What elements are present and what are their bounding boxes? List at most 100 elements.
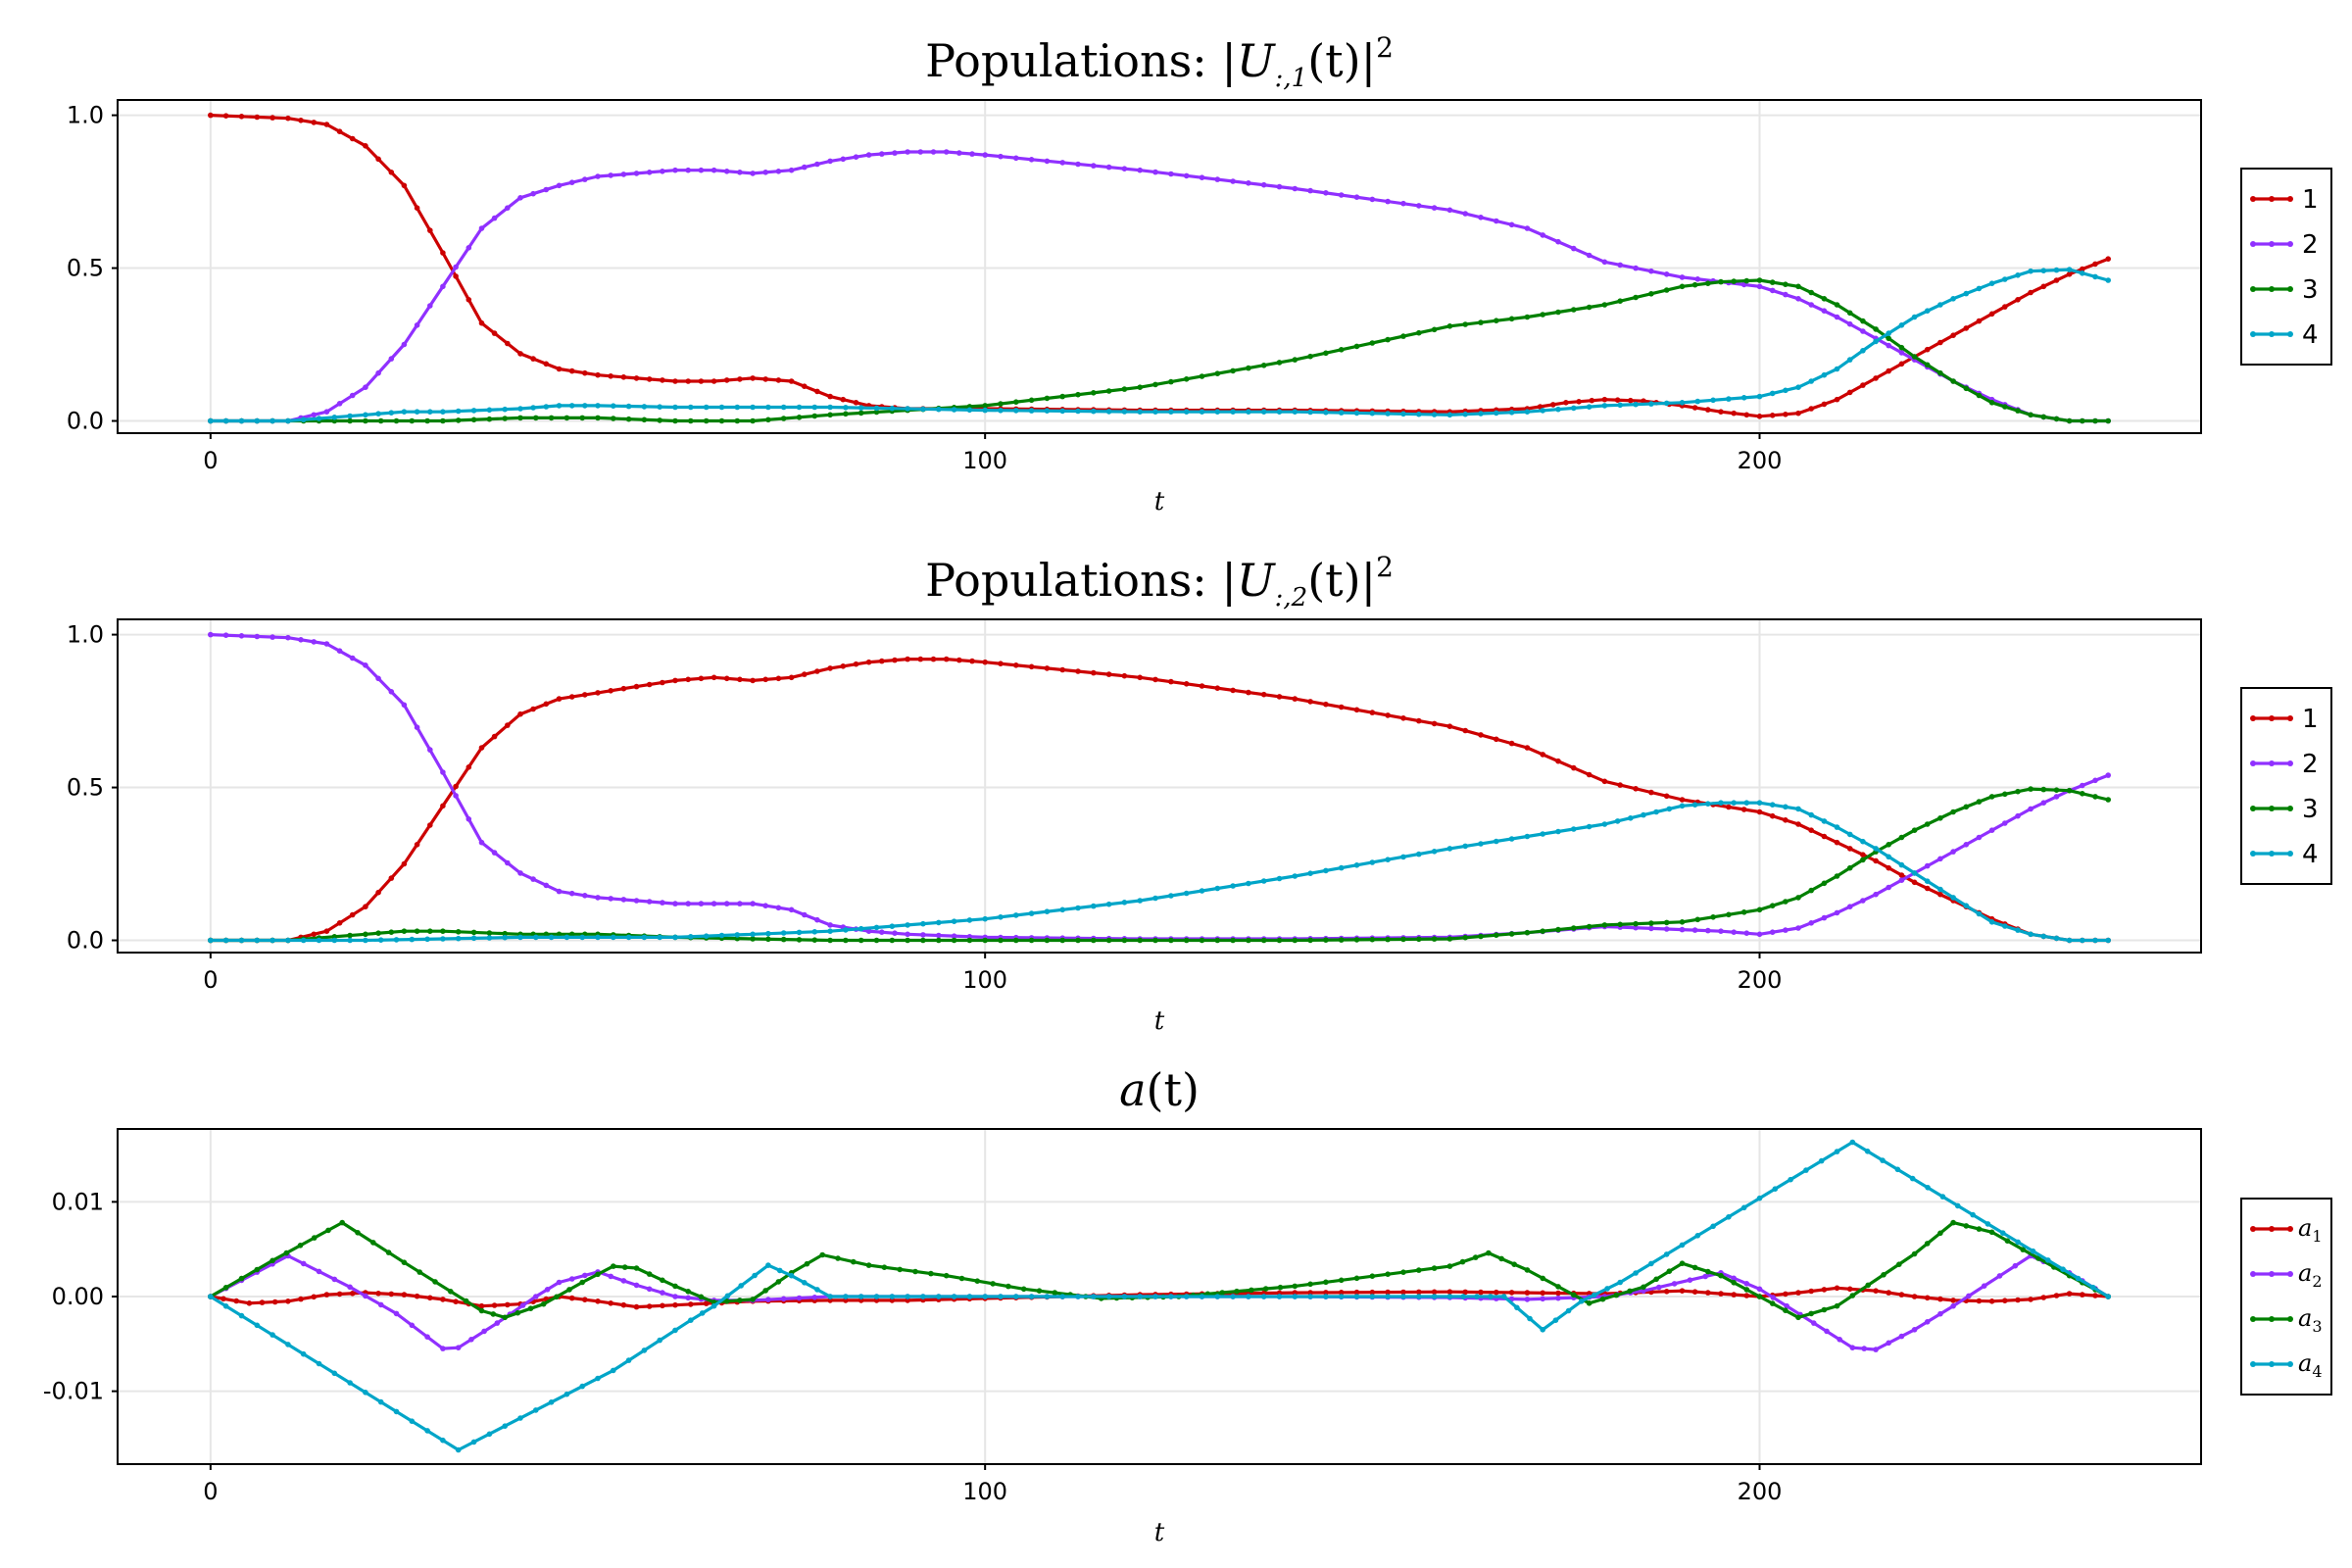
- data-point: [951, 407, 957, 413]
- data-point: [517, 195, 523, 201]
- data-point: [388, 875, 395, 881]
- data-point: [1846, 389, 1853, 396]
- data-point: [455, 417, 462, 423]
- legend-marker: [2287, 1361, 2293, 1367]
- data-point: [858, 405, 864, 411]
- data-point: [1511, 1261, 1517, 1267]
- data-point: [1648, 401, 1654, 407]
- data-point: [1687, 1277, 1693, 1283]
- data-point: [1168, 378, 1174, 385]
- data-point: [568, 1295, 575, 1301]
- data-point: [1044, 395, 1051, 402]
- data-point: [414, 409, 420, 416]
- data-point: [1478, 215, 1484, 220]
- data-point: [788, 674, 795, 681]
- data-point: [1950, 1302, 1956, 1309]
- data-point: [1369, 340, 1376, 346]
- y-tick-label: 0.00: [52, 1283, 104, 1310]
- data-point: [401, 182, 408, 189]
- data-point: [1488, 1294, 1494, 1299]
- data-point: [750, 404, 756, 411]
- data-point: [1743, 1281, 1750, 1287]
- data-point: [1743, 1293, 1750, 1298]
- data-point: [1416, 936, 1422, 943]
- data-point: [222, 937, 229, 944]
- data-point: [1307, 409, 1313, 416]
- data-point: [1028, 937, 1035, 944]
- data-point: [1292, 937, 1298, 944]
- legend-marker: [2287, 331, 2293, 337]
- x-axis-label: t: [1154, 487, 1165, 516]
- data-point: [270, 115, 275, 121]
- data-point: [1937, 891, 1943, 898]
- data-point: [1731, 410, 1737, 416]
- data-point: [1924, 885, 1931, 892]
- data-point: [424, 1334, 430, 1340]
- data-point: [998, 661, 1004, 666]
- data-point: [827, 922, 833, 928]
- data-point: [958, 1275, 965, 1282]
- data-point: [222, 1303, 229, 1309]
- data-point: [1950, 808, 1956, 815]
- series-line-2: [210, 150, 2109, 423]
- data-point: [1837, 1337, 1842, 1343]
- data-point: [1369, 1289, 1376, 1296]
- data-point: [1044, 665, 1051, 671]
- data-point: [776, 1267, 783, 1274]
- data-point: [1214, 937, 1221, 944]
- data-point: [2090, 1284, 2096, 1291]
- data-point: [2028, 786, 2034, 792]
- data-point: [440, 928, 446, 934]
- data-point: [416, 1269, 423, 1275]
- data-point: [1307, 937, 1313, 944]
- data-point: [1183, 890, 1190, 897]
- data-point: [347, 1380, 353, 1386]
- data-point: [1988, 1298, 1995, 1304]
- data-point: [858, 925, 864, 932]
- data-point: [858, 1294, 864, 1299]
- legend-marker: [2287, 806, 2293, 811]
- data-point: [427, 1295, 433, 1301]
- data-point: [1963, 385, 1970, 392]
- data-point: [1783, 291, 1788, 298]
- data-point: [1769, 903, 1776, 908]
- data-point: [1338, 347, 1345, 353]
- data-point: [1540, 408, 1545, 414]
- data-point: [502, 1314, 508, 1321]
- data-point: [936, 932, 942, 939]
- data-point: [1400, 936, 1406, 943]
- data-point: [453, 264, 459, 270]
- data-point: [2105, 937, 2111, 944]
- data-point: [936, 406, 942, 413]
- data-point: [1911, 354, 1918, 360]
- data-point: [843, 927, 849, 933]
- data-point: [1276, 183, 1283, 190]
- data-point: [505, 1301, 511, 1308]
- data-point: [424, 1428, 430, 1434]
- data-point: [1769, 802, 1776, 808]
- data-point: [1246, 937, 1251, 944]
- data-point: [853, 154, 859, 160]
- data-point: [1152, 676, 1158, 683]
- data-point: [519, 1302, 526, 1308]
- data-point: [1756, 283, 1763, 290]
- x-tick-label: 100: [962, 966, 1007, 994]
- data-point: [254, 417, 261, 424]
- data-point: [889, 1294, 896, 1299]
- data-point: [453, 1298, 459, 1304]
- data-point: [1276, 409, 1283, 416]
- data-point: [568, 931, 575, 938]
- data-point: [865, 928, 872, 934]
- data-point: [873, 924, 880, 931]
- data-point: [788, 1272, 795, 1279]
- data-point: [424, 417, 430, 424]
- data-point: [556, 403, 563, 409]
- data-point: [1743, 800, 1750, 806]
- data-point: [409, 936, 416, 943]
- data-point: [1137, 937, 1143, 944]
- data-point: [641, 416, 648, 423]
- data-point: [2028, 289, 2034, 296]
- data-point: [1849, 1139, 1856, 1146]
- data-point: [698, 675, 705, 682]
- data-point: [1013, 399, 1019, 406]
